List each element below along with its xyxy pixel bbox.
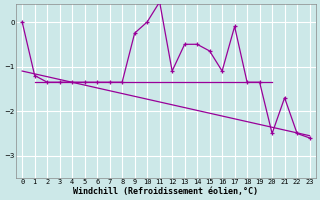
X-axis label: Windchill (Refroidissement éolien,°C): Windchill (Refroidissement éolien,°C) xyxy=(73,187,258,196)
